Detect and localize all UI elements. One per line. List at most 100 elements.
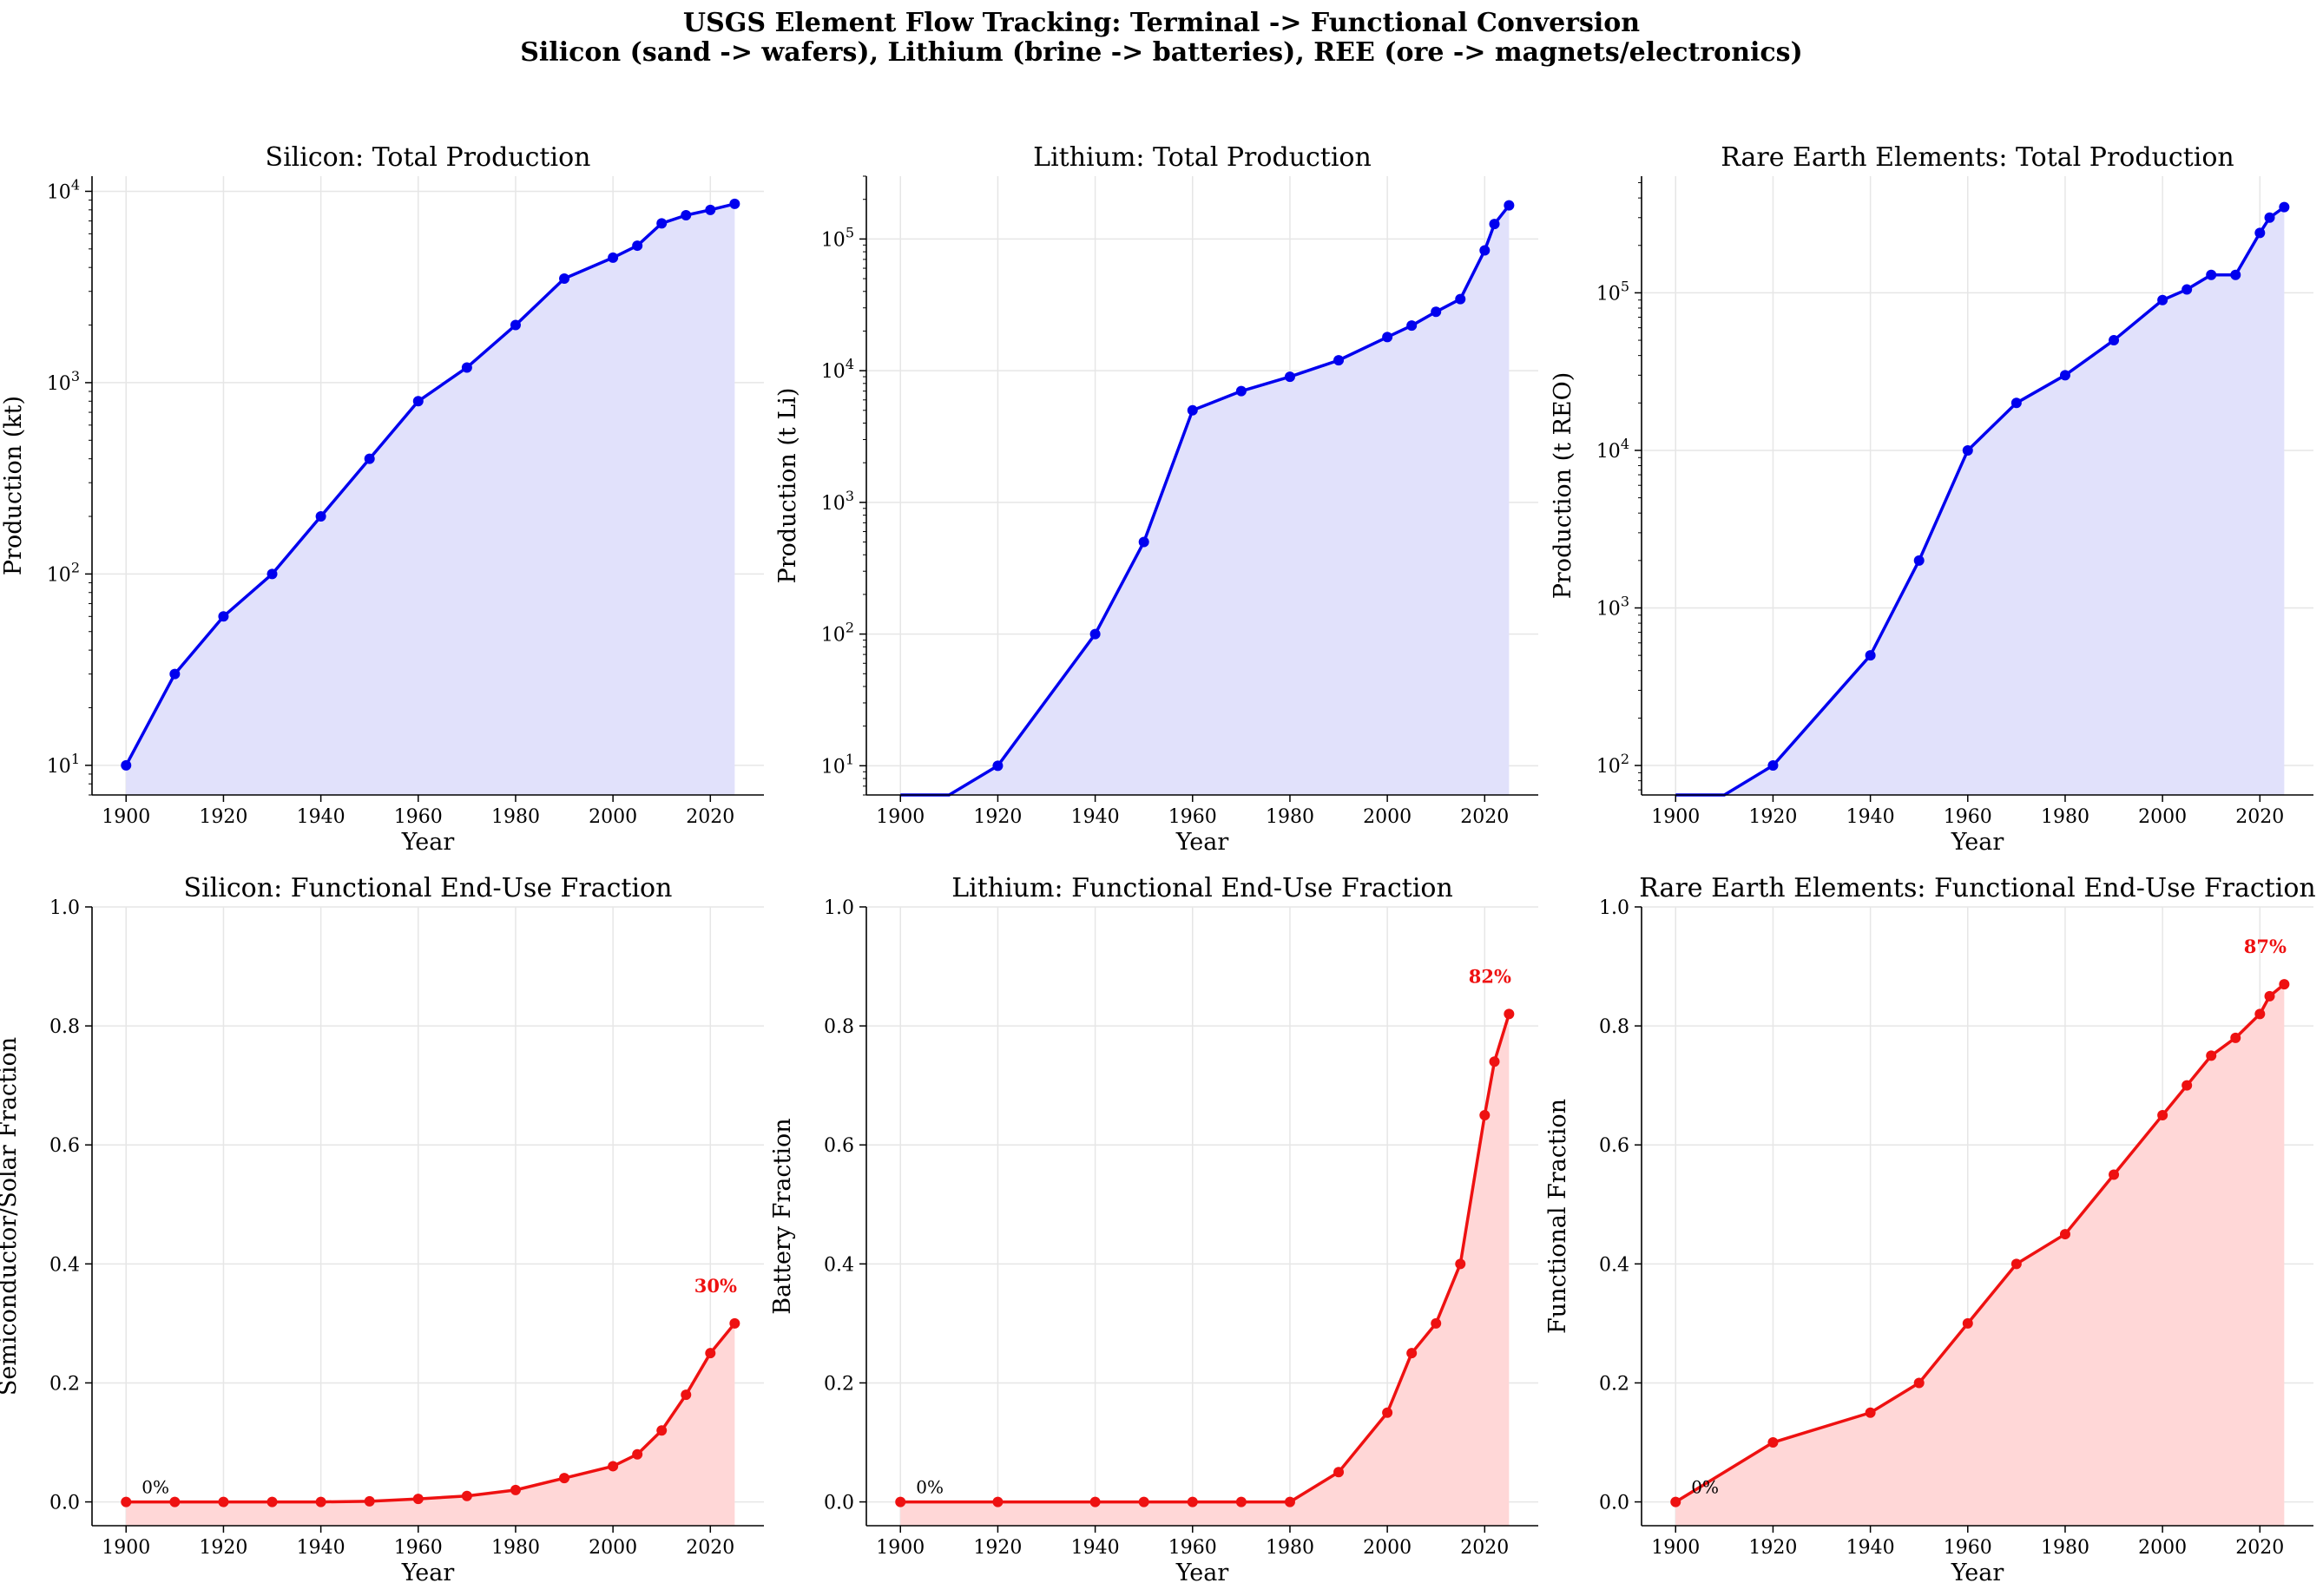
data-point: [1089, 628, 1101, 640]
y-tick-label: 101: [821, 751, 854, 778]
series-area: [900, 205, 1510, 796]
data-point: [364, 453, 375, 464]
chart-panel-6: 1900 1920 1940 1960 1980 2000 2020 0.0 0.2 0.4 0.6…: [1544, 873, 2316, 1586]
data-point: [2059, 370, 2070, 381]
x-tick-label: 1960: [394, 1537, 443, 1559]
x-tick-label: 1980: [1266, 1537, 1314, 1559]
x-tick-label: 2000: [2138, 1537, 2187, 1559]
x-tick-label: 1960: [394, 806, 443, 828]
data-point: [461, 362, 472, 373]
x-tick-label: 2000: [2138, 806, 2187, 828]
chart-title: Rare Earth Elements: Functional End-Use …: [1639, 873, 2315, 903]
data-point: [1284, 371, 1295, 383]
y-tick-label: 1.0: [824, 897, 854, 919]
x-tick-label: 2000: [589, 806, 637, 828]
x-tick-label: 2020: [1460, 806, 1509, 828]
data-point: [461, 1490, 472, 1501]
data-point: [218, 611, 229, 622]
data-point: [2264, 212, 2275, 223]
x-tick-label: 1960: [1944, 1537, 1992, 1559]
data-point: [705, 1348, 716, 1359]
data-point: [315, 511, 326, 522]
y-axis-label: Production (t Li): [774, 388, 801, 584]
series-area: [1675, 984, 2285, 1526]
x-tick-label: 1960: [1168, 1537, 1217, 1559]
data-point: [1455, 293, 1466, 305]
data-point: [2157, 294, 2168, 305]
y-tick-label: 0.2: [49, 1373, 80, 1395]
data-point: [1489, 219, 1500, 230]
data-point: [1913, 555, 1925, 566]
data-point: [412, 396, 424, 407]
y-tick-label: 102: [47, 559, 80, 586]
y-tick-label: 105: [1596, 278, 1629, 305]
x-tick-label: 1940: [1071, 1537, 1120, 1559]
data-point: [2206, 1050, 2217, 1061]
data-point: [1138, 536, 1149, 548]
data-point: [656, 1425, 668, 1436]
x-tick-label: 2020: [686, 1537, 734, 1559]
data-point: [1406, 1348, 1418, 1359]
data-label: 0%: [141, 1477, 169, 1498]
data-point: [364, 1495, 375, 1507]
data-point: [559, 1473, 570, 1484]
series-line: [1675, 206, 2286, 797]
data-point: [1504, 200, 1515, 211]
data-point: [1489, 1056, 1500, 1067]
x-tick-label: 1900: [1651, 806, 1700, 828]
x-tick-label: 1920: [1748, 1537, 1797, 1559]
data-point: [2109, 335, 2120, 346]
data-point: [1962, 444, 1973, 456]
data-point: [169, 1496, 181, 1507]
y-tick-label: 0.4: [824, 1254, 854, 1276]
y-tick-label: 0.2: [1599, 1373, 1629, 1395]
data-point: [632, 1448, 643, 1460]
x-tick-label: 2020: [1460, 1537, 1509, 1559]
data-point: [1431, 1317, 1442, 1329]
figure-title-line-2: Silicon (sand -> wafers), Lithium (brine…: [520, 37, 1803, 68]
data-point: [1865, 1407, 1876, 1418]
data-point: [169, 668, 181, 680]
data-point: [1235, 1496, 1247, 1507]
series-area: [1675, 207, 2285, 796]
x-tick-label: 1940: [1846, 806, 1895, 828]
data-point: [510, 319, 521, 331]
chart-panel-1: 1900 1920 1940 1960 1980 2000 2020 101 102 103 104…: [0, 142, 764, 856]
data-point: [729, 1317, 740, 1329]
x-tick-label: 1960: [1168, 806, 1217, 828]
x-tick-label: 1900: [876, 1537, 925, 1559]
data-point: [2279, 979, 2290, 990]
series-area: [126, 203, 735, 795]
data-point: [2230, 1032, 2241, 1043]
series-line: [900, 204, 1510, 797]
data-point: [1962, 1317, 1973, 1329]
data-point: [121, 759, 132, 771]
x-tick-label: 1980: [491, 1537, 540, 1559]
x-tick-label: 2020: [686, 806, 734, 828]
chart-title: Rare Earth Elements: Total Production: [1721, 142, 2234, 173]
x-tick-label: 1900: [1651, 1537, 1700, 1559]
y-tick-label: 0.8: [1599, 1016, 1629, 1038]
data-point: [895, 1496, 906, 1507]
data-point: [705, 204, 716, 215]
data-point: [681, 1389, 692, 1401]
data-point: [2059, 1229, 2070, 1240]
chart-title: Lithium: Total Production: [1033, 142, 1372, 173]
y-tick-label: 102: [821, 620, 854, 647]
chart-panel-2: 1900 1920 1940 1960 1980 2000 2020 101 102 103 104…: [774, 142, 1538, 856]
data-point: [2157, 1109, 2168, 1120]
data-point: [1431, 306, 1442, 318]
chart-panel-3: 1900 1920 1940 1960 1980 2000 2020 102 103 104 105…: [1550, 142, 2313, 856]
data-point: [2279, 201, 2290, 213]
data-point: [1913, 1377, 1925, 1389]
x-tick-label: 1980: [2041, 806, 2089, 828]
series-area: [126, 1323, 735, 1526]
data-point: [2254, 227, 2266, 239]
data-point: [992, 760, 1004, 772]
y-tick-label: 101: [47, 751, 80, 778]
data-point: [2264, 990, 2275, 1002]
data-point: [992, 1496, 1004, 1507]
y-tick-label: 0.8: [824, 1016, 854, 1038]
x-tick-label: 1980: [1266, 806, 1314, 828]
x-axis-label: Year: [401, 829, 455, 856]
